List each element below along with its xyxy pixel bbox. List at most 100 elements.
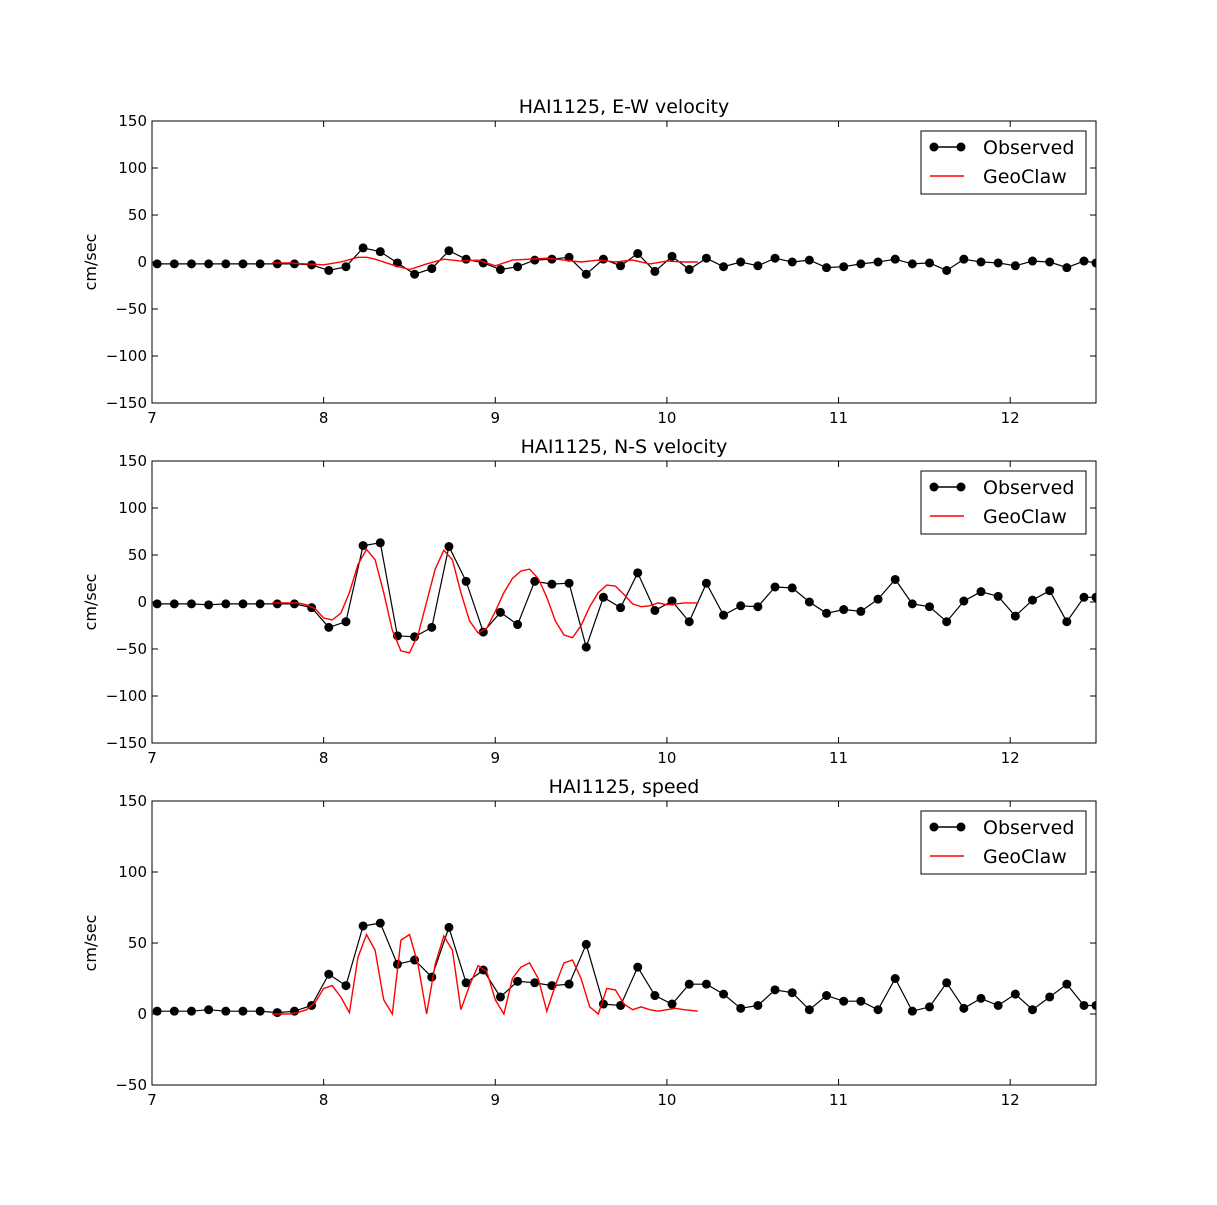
data-point [787,988,797,998]
y-tick-label: 100 [118,159,147,177]
data-point [736,1003,746,1013]
data-point [495,992,505,1002]
legend-marker [929,142,939,152]
data-point [890,254,900,264]
data-point [272,1008,282,1018]
data-point [495,607,505,617]
legend-label-observed: Observed [983,817,1074,839]
data-point [736,601,746,611]
data-point [375,918,385,928]
data-point [1091,592,1096,602]
x-tick-label: 7 [147,409,157,427]
data-point [324,969,334,979]
y-tick-label: −50 [115,300,147,318]
y-tick-label: −50 [115,640,147,658]
x-tick-label: 12 [1001,409,1020,427]
series-geoclaw [272,256,698,271]
y-tick-label: 50 [128,934,147,952]
data-point [701,578,711,588]
x-tick-label: 10 [657,1091,676,1109]
legend-box [920,470,1087,535]
data-point [1045,586,1055,596]
data-point [427,622,437,632]
data-point [461,978,471,988]
y-axis-label: cm/sec [81,574,100,631]
data-point [1045,992,1055,1002]
data-point [701,979,711,989]
data-point [993,258,1003,268]
y-tick-label: 100 [118,499,147,517]
x-tick-label: 8 [319,409,329,427]
legend-label-geoclaw: GeoClaw [983,506,1067,528]
data-point [770,985,780,995]
data-point [1062,263,1072,273]
y-tick-label: 150 [118,452,147,470]
data-point [169,259,179,269]
data-point [839,996,849,1006]
data-point [427,264,437,274]
data-point [410,632,420,642]
data-point [581,269,591,279]
legend: Observed GeoClaw [920,810,1087,875]
data-point [822,263,832,273]
data-point [616,261,626,271]
series-geoclaw [272,932,698,1017]
data-point [839,262,849,272]
data-point [186,1006,196,1016]
y-tick-label: 0 [137,1005,147,1023]
data-point [684,265,694,275]
data-point [1062,617,1072,627]
data-point [719,989,729,999]
data-point [324,622,334,632]
data-point [1079,592,1089,602]
data-point [461,576,471,586]
data-point [598,254,608,264]
series-observed [152,538,1096,652]
x-tick-label: 7 [147,749,157,767]
data-point [633,249,643,259]
data-point [1091,1000,1096,1010]
x-tick-label: 10 [657,409,676,427]
data-point [873,1005,883,1015]
x-tick-label: 8 [319,749,329,767]
data-point [410,269,420,279]
data-point [959,596,969,606]
legend-marker [956,142,966,152]
data-point [444,922,454,932]
data-point [925,1002,935,1012]
data-point [993,591,1003,601]
data-point [444,542,454,552]
data-point [238,259,248,269]
data-point [787,257,797,267]
data-point [770,253,780,263]
data-point [1027,595,1037,605]
data-point [444,246,454,256]
data-point [667,596,677,606]
data-point [925,258,935,268]
data-point [907,1006,917,1016]
x-tick-label: 10 [657,749,676,767]
data-point [650,266,660,276]
chart-title: HAI1125, speed [549,776,700,798]
legend-label-geoclaw: GeoClaw [983,846,1067,868]
data-point [1010,261,1020,271]
data-point [204,600,214,610]
data-point [1079,256,1089,266]
series-line-observed [157,922,1096,1014]
data-point [221,599,231,609]
y-tick-label: 150 [118,792,147,810]
data-point [238,1006,248,1016]
panel-2: HAI1125, N-S velocity cm/sec 7 8 9 10 11 12 150 1… [81,436,1097,767]
plot-frame [151,460,1097,744]
data-point [650,991,660,1001]
data-point [513,976,523,986]
data-point [530,255,540,265]
data-point [753,602,763,612]
series-line-geoclaw [272,256,698,271]
data-point [255,259,265,269]
data-point [942,978,952,988]
plot-frame [151,120,1097,404]
data-point [1027,256,1037,266]
data-point [186,259,196,269]
data-point [461,254,471,264]
